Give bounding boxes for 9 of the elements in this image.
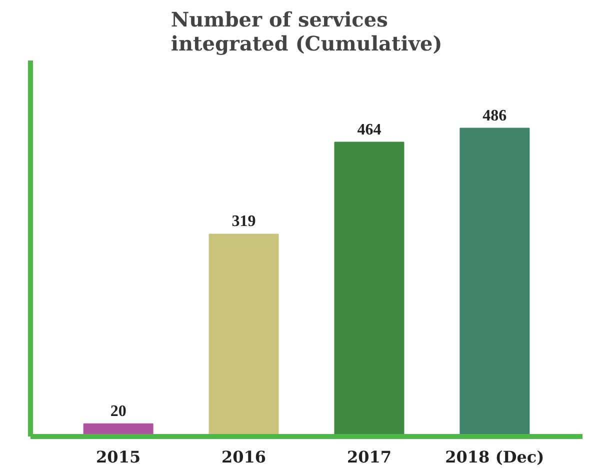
data-label: 20: [110, 402, 126, 420]
data-label: 486: [482, 107, 507, 124]
data-label: 319: [232, 213, 256, 230]
x-tick-label: 2015: [96, 448, 141, 466]
data-label: 464: [357, 121, 382, 138]
x-tick-label: 2018 (Dec): [445, 448, 544, 466]
chart-title: Number of services integrated (Cumulative): [170, 8, 442, 56]
x-tick-label: 2017: [346, 448, 392, 466]
x-tick-label: 2016: [222, 448, 266, 466]
